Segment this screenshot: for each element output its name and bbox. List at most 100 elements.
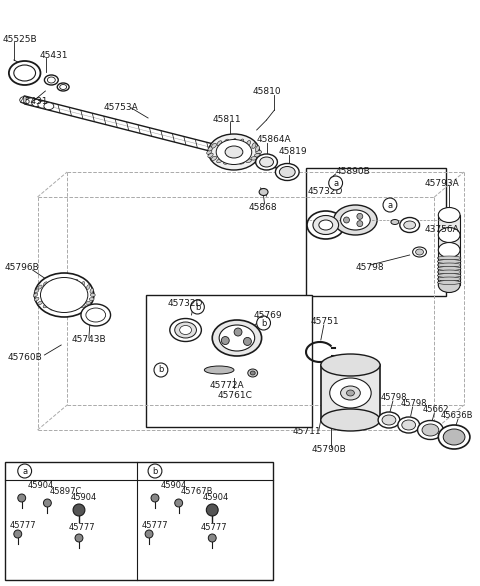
Text: 45810: 45810 (252, 87, 281, 97)
Bar (438, 215, 460, 285)
Circle shape (243, 338, 252, 345)
Ellipse shape (60, 84, 67, 90)
Ellipse shape (422, 424, 439, 436)
Ellipse shape (90, 294, 95, 297)
Ellipse shape (50, 306, 55, 310)
Ellipse shape (231, 161, 237, 165)
Ellipse shape (437, 263, 461, 267)
Ellipse shape (58, 308, 62, 311)
Ellipse shape (38, 301, 42, 305)
Text: 45796B: 45796B (5, 264, 40, 272)
Circle shape (357, 213, 363, 219)
Ellipse shape (58, 278, 62, 282)
Ellipse shape (224, 139, 228, 144)
Ellipse shape (437, 256, 461, 260)
Text: 45760B: 45760B (8, 353, 43, 363)
Ellipse shape (44, 103, 54, 110)
Ellipse shape (341, 210, 370, 230)
Ellipse shape (321, 409, 380, 431)
Text: 45767B: 45767B (180, 488, 213, 496)
Text: 45904: 45904 (161, 482, 187, 490)
Ellipse shape (246, 141, 251, 146)
Text: 45897C: 45897C (49, 488, 82, 496)
Circle shape (344, 217, 349, 223)
Text: b: b (152, 466, 157, 475)
Ellipse shape (400, 217, 420, 233)
Text: 45790B: 45790B (312, 445, 347, 455)
Text: 45777: 45777 (200, 523, 227, 532)
Bar (5, 462, 274, 580)
Ellipse shape (212, 320, 262, 356)
Ellipse shape (437, 281, 461, 284)
Ellipse shape (86, 301, 91, 305)
Bar (306, 168, 446, 296)
Circle shape (18, 494, 25, 502)
Bar (146, 295, 312, 427)
Ellipse shape (66, 308, 71, 311)
Ellipse shape (73, 307, 79, 310)
Ellipse shape (57, 83, 69, 91)
Text: 45904: 45904 (71, 493, 97, 503)
Text: 45798: 45798 (355, 264, 384, 272)
Ellipse shape (256, 150, 262, 154)
Ellipse shape (437, 267, 461, 271)
Ellipse shape (256, 154, 277, 170)
Text: b: b (195, 302, 200, 312)
Circle shape (73, 504, 85, 516)
Text: 45662: 45662 (422, 406, 449, 414)
Circle shape (257, 316, 271, 330)
Text: 45777: 45777 (69, 523, 96, 532)
Ellipse shape (40, 278, 88, 312)
Text: 45636B: 45636B (440, 411, 473, 421)
Ellipse shape (43, 304, 48, 308)
Circle shape (329, 176, 343, 190)
Ellipse shape (252, 143, 256, 148)
Circle shape (234, 328, 242, 336)
Ellipse shape (208, 134, 260, 170)
Text: 45777: 45777 (141, 520, 168, 530)
Ellipse shape (438, 227, 460, 243)
Ellipse shape (225, 146, 243, 158)
Text: 43756A: 43756A (424, 226, 459, 234)
Text: 45864A: 45864A (257, 135, 291, 145)
Ellipse shape (404, 221, 416, 229)
Ellipse shape (86, 308, 106, 322)
Ellipse shape (9, 61, 40, 85)
Ellipse shape (66, 278, 70, 282)
Text: 45772A: 45772A (209, 381, 244, 390)
Bar (321, 365, 380, 420)
Ellipse shape (279, 166, 295, 178)
Text: 45811: 45811 (212, 115, 241, 124)
Ellipse shape (437, 277, 461, 281)
Circle shape (383, 198, 397, 212)
Text: 45431: 45431 (20, 97, 48, 107)
Ellipse shape (259, 189, 268, 196)
Text: 45793A: 45793A (424, 179, 459, 188)
Ellipse shape (254, 154, 260, 157)
Circle shape (191, 300, 204, 314)
Ellipse shape (239, 161, 244, 164)
Ellipse shape (35, 273, 94, 317)
Circle shape (43, 499, 51, 507)
Ellipse shape (307, 211, 345, 239)
Ellipse shape (180, 325, 192, 335)
Ellipse shape (438, 425, 470, 449)
Ellipse shape (313, 216, 338, 234)
Ellipse shape (35, 297, 39, 301)
Text: 45525B: 45525B (3, 36, 37, 45)
Ellipse shape (246, 159, 252, 162)
Ellipse shape (208, 153, 213, 158)
Text: b: b (158, 366, 164, 374)
Ellipse shape (34, 293, 38, 297)
Text: 45732D: 45732D (308, 188, 343, 196)
Ellipse shape (413, 247, 426, 257)
Circle shape (14, 530, 22, 538)
Circle shape (18, 464, 32, 478)
Text: 45753A: 45753A (104, 103, 138, 111)
Text: a: a (387, 200, 393, 210)
Text: 45769: 45769 (254, 311, 282, 319)
Circle shape (151, 494, 159, 502)
Ellipse shape (330, 378, 371, 408)
Circle shape (221, 336, 229, 345)
Ellipse shape (211, 156, 217, 161)
